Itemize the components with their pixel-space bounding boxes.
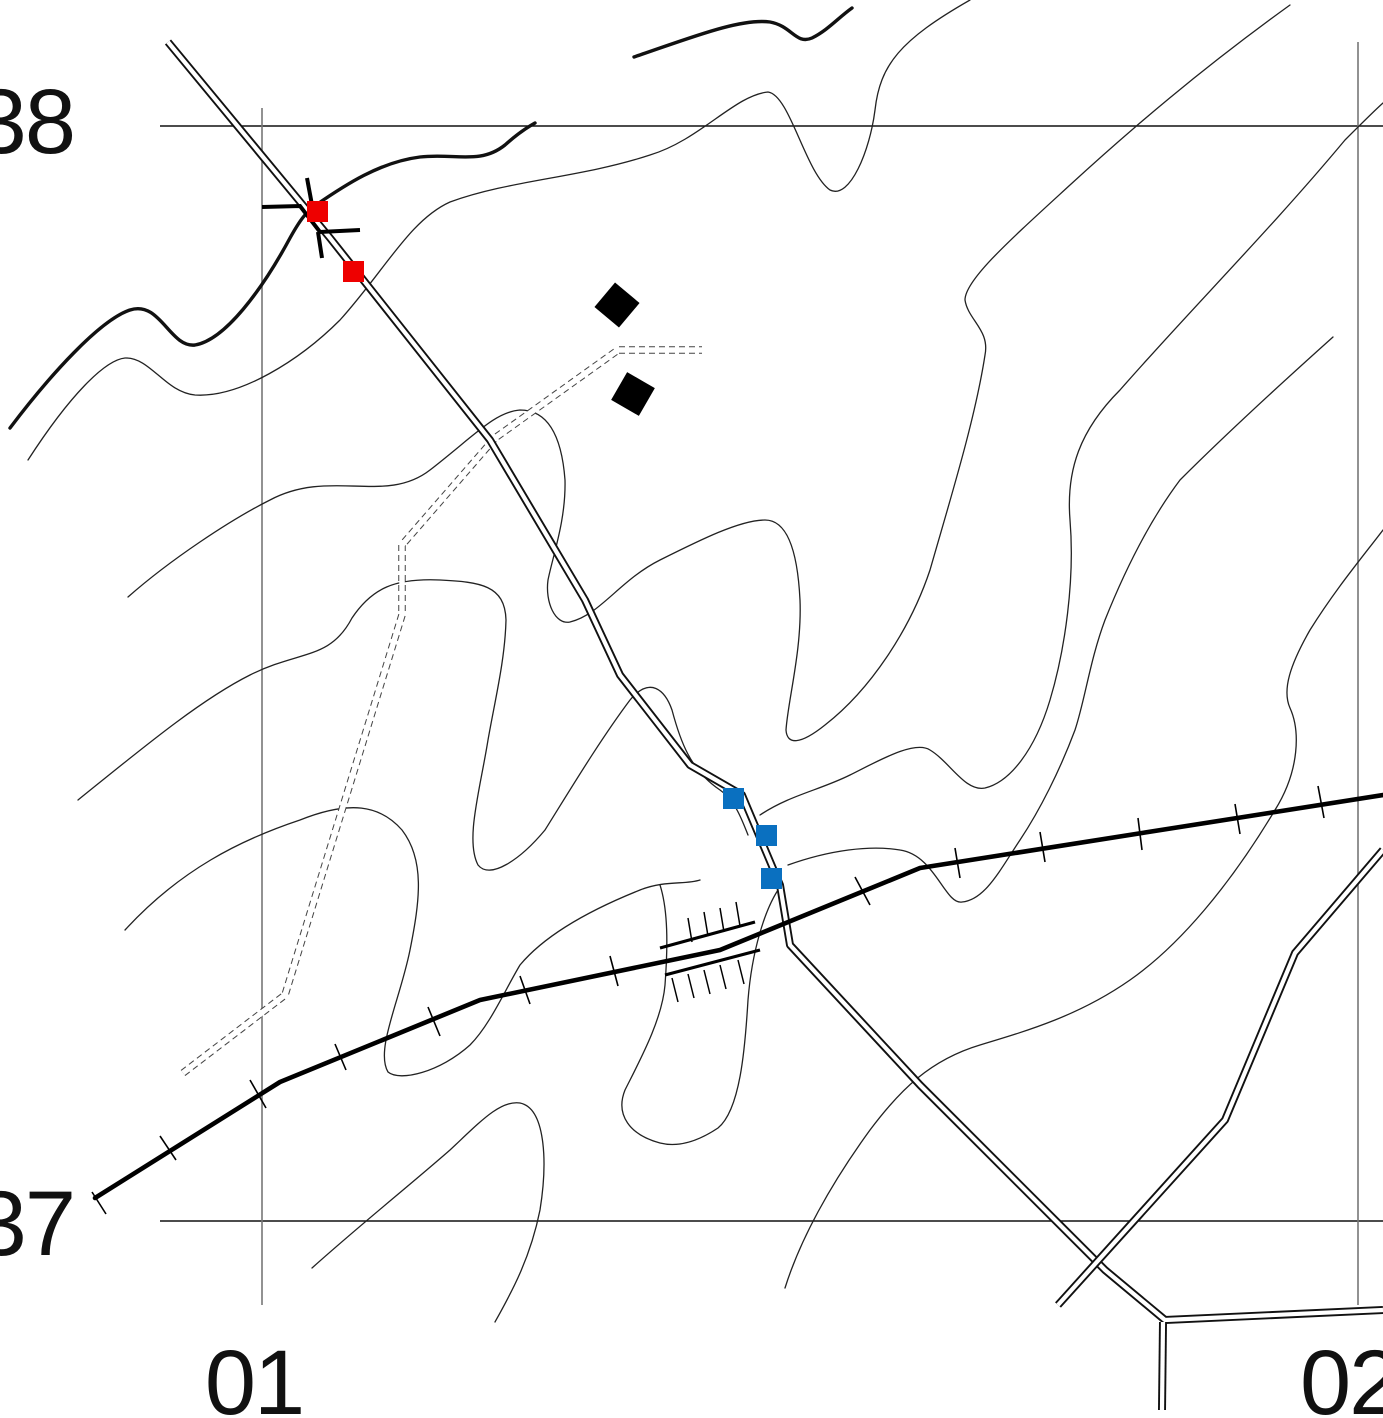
contour-9: [785, 530, 1383, 1288]
track-fill: [183, 350, 702, 1073]
northing-label-38: 38: [0, 71, 74, 173]
road-main-fill: [168, 42, 1383, 1320]
track-casing: [183, 350, 702, 1073]
red-marker[interactable]: [343, 261, 364, 282]
contour-8: [312, 1103, 544, 1322]
index-contour-top: [634, 8, 852, 57]
building-symbol: [611, 372, 655, 416]
blue-marker[interactable]: [756, 825, 777, 846]
blue-marker[interactable]: [723, 788, 744, 809]
main-road: [168, 42, 1383, 1410]
road-main-casing: [168, 42, 1383, 1320]
dashed-track: [183, 350, 702, 1073]
road-south-fill: [1162, 1322, 1163, 1410]
red-marker[interactable]: [307, 201, 328, 222]
rail-tick: [1318, 786, 1324, 818]
railway-line: [95, 795, 1383, 1198]
blue-markers: [723, 788, 782, 889]
road-right-fill: [1058, 850, 1383, 1305]
easting-label-01: 01: [205, 1332, 303, 1418]
railway: [92, 786, 1383, 1214]
contour-3: [78, 580, 748, 870]
contour-7: [622, 885, 778, 1145]
blue-marker[interactable]: [761, 868, 782, 889]
grid-labels: 38 37 01 02: [0, 71, 1383, 1418]
contour-2: [128, 5, 1290, 741]
northing-label-37: 37: [0, 1173, 74, 1275]
building-symbol: [594, 282, 639, 327]
easting-label-02: 02: [1300, 1332, 1383, 1418]
contour-5: [125, 808, 700, 1076]
contour-1: [28, 0, 970, 460]
road-right-casing: [1058, 850, 1383, 1305]
